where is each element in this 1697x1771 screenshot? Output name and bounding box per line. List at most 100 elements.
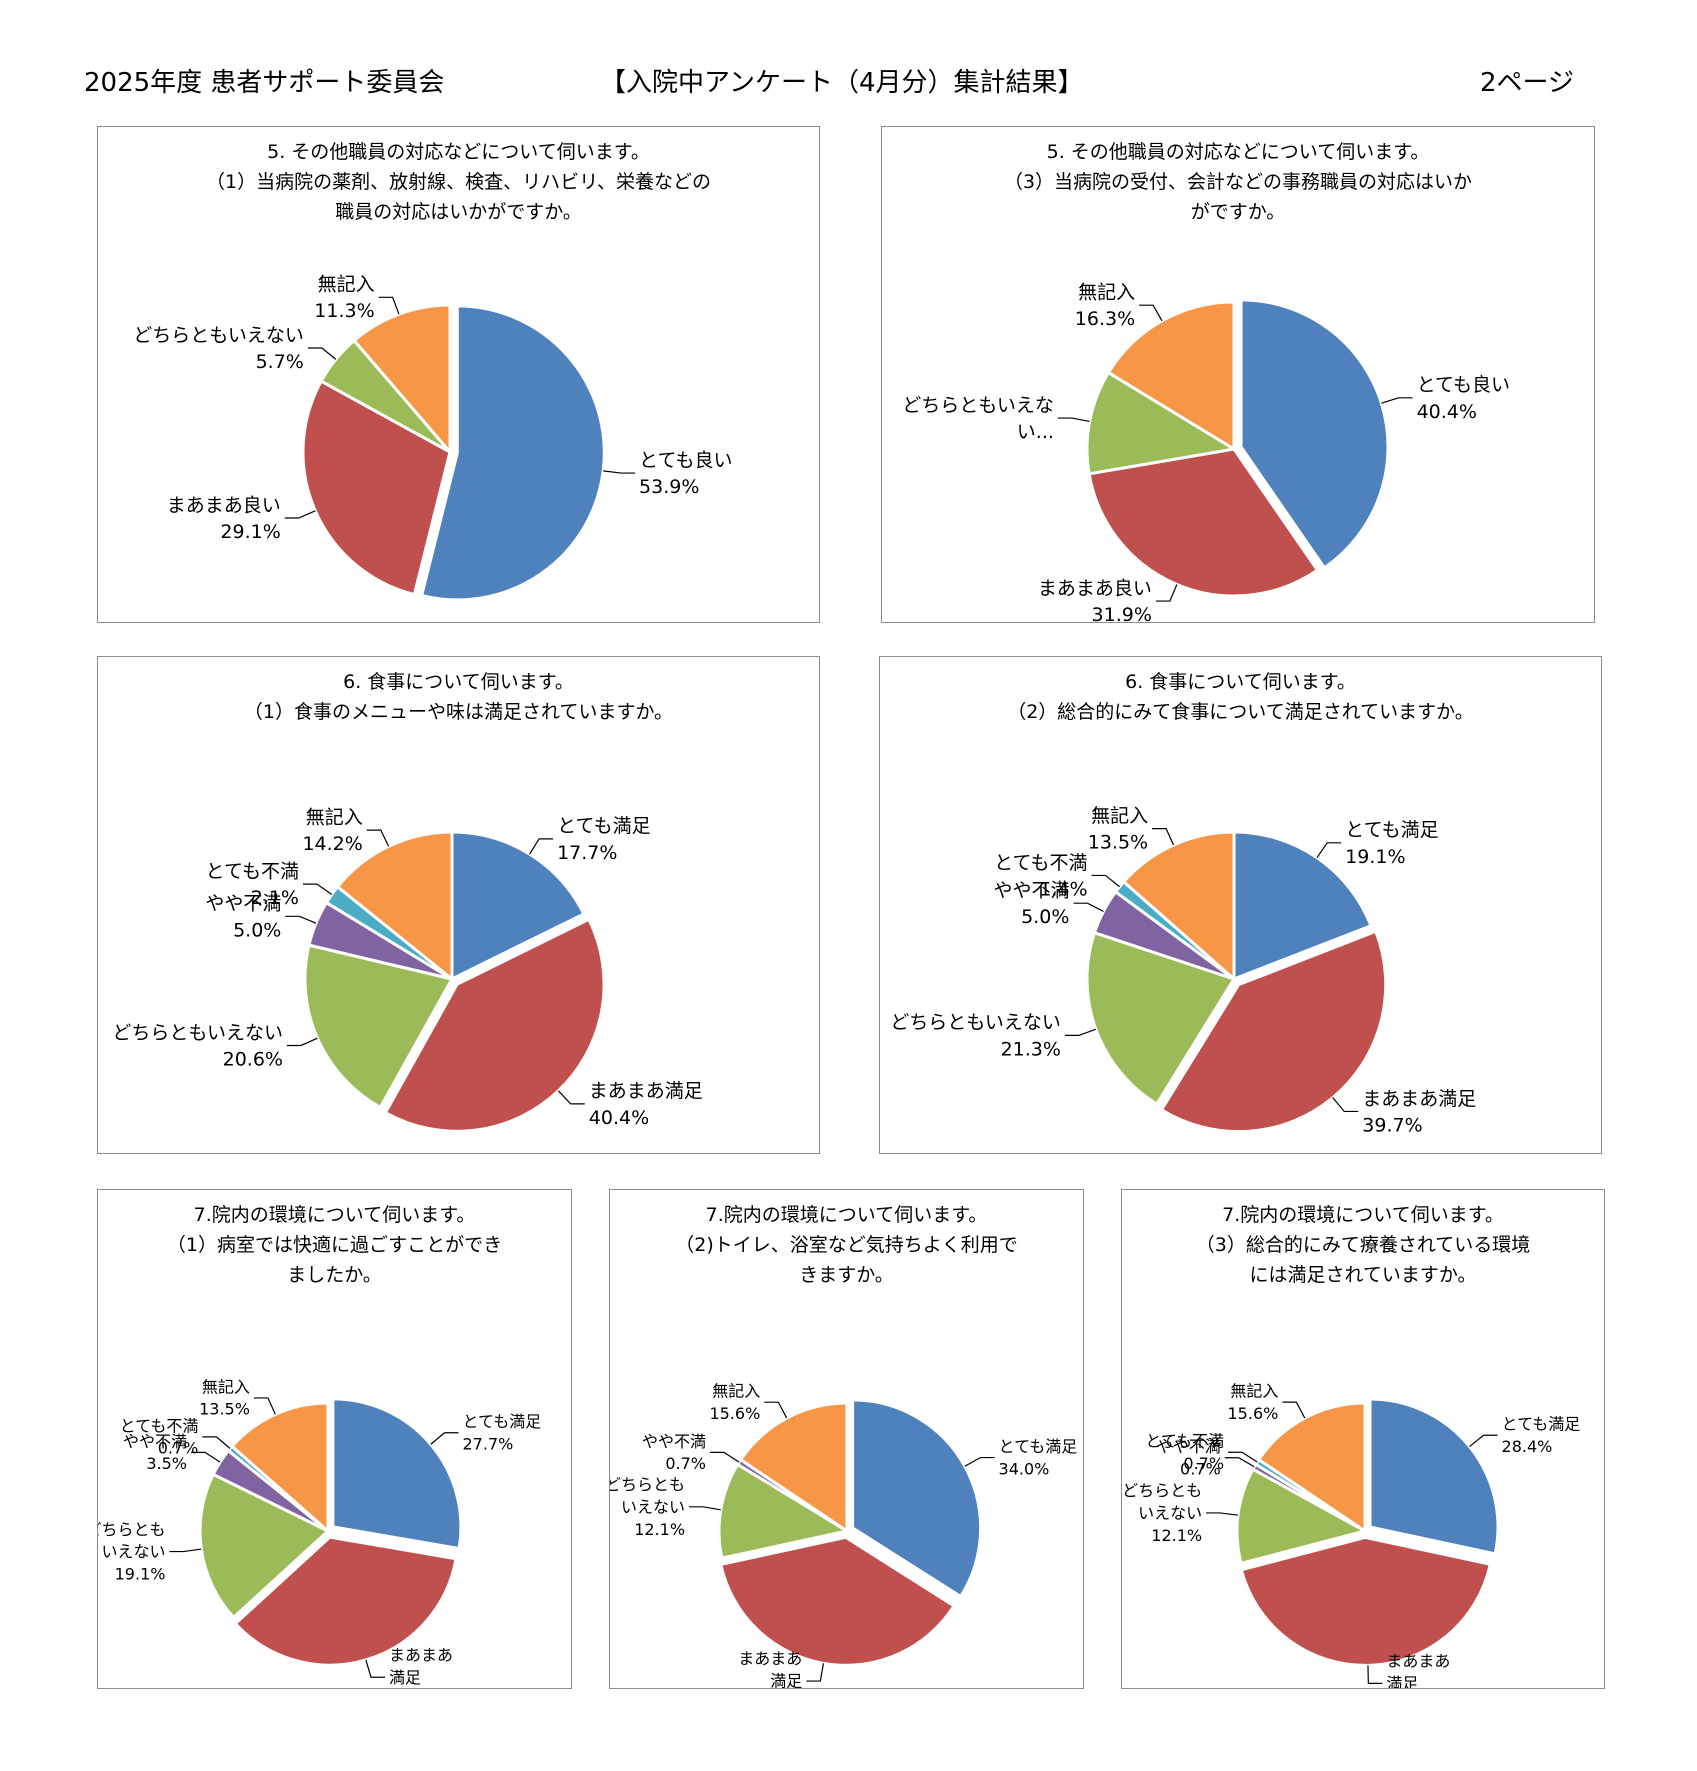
pie-slice (331, 1397, 463, 1551)
leader-line (603, 470, 636, 474)
pie-slice (383, 917, 606, 1133)
leader-line (378, 296, 400, 315)
slice-data-label: とても不満 2.1% (206, 860, 299, 909)
leader-line (365, 1659, 385, 1678)
leader-line (557, 1090, 585, 1105)
slice-data-label: 無記入 11.3% (314, 274, 374, 323)
pie-slice (719, 1535, 957, 1667)
slice-data-label: どちらともいえない 5.7% (133, 324, 304, 373)
leader-line (1091, 874, 1120, 888)
slice-data-label: まあまあ満足35.5% (389, 1645, 453, 1689)
chart-title: 5. その他職員の対応などについて伺います。 （1）当病院の薬剤、放射線、検査、… (206, 141, 711, 223)
leader-line (964, 1456, 995, 1467)
leader-line (1064, 1028, 1097, 1036)
leader-line (430, 1432, 459, 1445)
chart-panel-meal-menu: 6. 食事について伺います。 （1）食事のメニューや味は満足されていますか。 と… (97, 656, 820, 1154)
leader-line (689, 1506, 721, 1511)
pie-slice (335, 830, 454, 983)
chart-panel-room-comfort: 7.院内の環境について伺います。 （1）病室では快適に過ごすことができ ましたか… (97, 1189, 572, 1689)
slice-data-label: どちらともいえない 12.1% (610, 1475, 685, 1539)
chart-panel-staff-medical: 5. その他職員の対応などについて伺います。 （1）当病院の薬剤、放射線、検査、… (97, 126, 820, 623)
slice-data-label: どちらともいえない... (902, 394, 1054, 443)
chart-title: 6. 食事について伺います。 （1）食事のメニューや味は満足されていますか。 (243, 671, 674, 723)
slice-data-label: とても満足 27.7% (463, 1412, 542, 1453)
slice-data-label: 無記入 16.3% (1075, 282, 1135, 331)
chart-title: 7.院内の環境について伺います。 （2)トイレ、浴室など気持ちよく利用で きます… (675, 1204, 1018, 1286)
pie-slice (303, 943, 455, 1110)
slice-data-label: とても満足 17.7% (557, 815, 650, 864)
slice-data-label: とても満足 28.4% (1502, 1415, 1581, 1456)
chart-title: 7.院内の環境について伺います。 （3）総合的にみて療養されている環境 には満足… (1195, 1204, 1531, 1286)
pie-slice (717, 1462, 851, 1560)
chart-title: 6. 食事について伺います。 （2）総合的にみて食事について満足されていますか。 (1007, 671, 1474, 723)
slice-data-label: まあまあ満足 39.7% (1362, 1088, 1476, 1137)
slice-data-label: どちらともいえない 20.6% (112, 1022, 283, 1071)
pie-slice (1239, 1535, 1493, 1667)
slice-data-label: 無記入 15.6% (1228, 1382, 1279, 1423)
leader-line (1282, 1401, 1306, 1419)
leader-line (190, 1451, 221, 1463)
slice-data-label: やや不満 3.5% (123, 1432, 187, 1473)
pie-slice (419, 304, 606, 602)
pie-slice (1159, 929, 1388, 1134)
leader-line (253, 1397, 276, 1415)
slice-data-label: とても良い 40.4% (1417, 374, 1510, 423)
leader-line (303, 883, 333, 895)
leader-line (1316, 842, 1342, 859)
leader-line (307, 347, 337, 360)
leader-line (1206, 1512, 1239, 1516)
leader-line (286, 1037, 318, 1047)
leader-line (1332, 1097, 1359, 1113)
slice-data-label: とても不満 1.4% (994, 852, 1087, 901)
leader-line (285, 915, 317, 924)
slice-data-label: やや不満 5.0% (993, 880, 1069, 929)
pie-slice (1232, 830, 1373, 982)
pie-chart: とても満足 19.1% まあまあ満足 39.7% どちらともいえない 21.3% やや不満 5… (890, 805, 1476, 1137)
leader-line (1367, 1665, 1383, 1684)
leader-line (1057, 417, 1090, 423)
pie-slice (1106, 300, 1236, 452)
pie-slice (851, 1398, 983, 1599)
leader-line (529, 838, 554, 855)
pie-slice (1368, 1397, 1500, 1556)
pie-slice (1239, 298, 1390, 570)
leader-line (284, 510, 316, 519)
slice-data-label: どちらともいえない 21.3% (890, 1012, 1061, 1061)
pie-slice (229, 1401, 330, 1535)
slice-data-label: どちらともいえない 12.1% (1122, 1481, 1202, 1545)
slice-data-label: とても満足 19.1% (1345, 819, 1438, 868)
chart-panel-staff-office: 5. その他職員の対応などについて伺います。 （3）当病院の受付、会計などの事務… (881, 126, 1595, 623)
leader-line (202, 1436, 231, 1449)
leader-line (1073, 902, 1104, 912)
slice-data-label: やや不満 0.7% (642, 1432, 706, 1473)
pie-chart: とても良い 40.4% まあまあ良い 31.9% どちらともいえない... 無記入 16.3… (902, 282, 1510, 623)
pie-slice (1235, 1467, 1370, 1566)
pie-slice (738, 1401, 849, 1534)
leader-line (1228, 1451, 1258, 1463)
pie-slice (352, 303, 452, 457)
leader-line (1224, 1457, 1255, 1468)
slice-data-label: とても不満 0.7% (120, 1416, 199, 1457)
slice-data-label: 無記入 15.6% (709, 1382, 760, 1423)
slice-data-label: やや不満 0.7% (1157, 1437, 1221, 1478)
pie-slice (1085, 370, 1239, 476)
chart-title: 5. その他職員の対応などについて伺います。 （3）当病院の受付、会計などの事務… (1003, 141, 1473, 223)
leader-line (1469, 1434, 1498, 1448)
pie-slice (1085, 930, 1237, 1107)
slice-data-label: まあまあ満足37.6% (738, 1649, 802, 1689)
pie-slice (233, 1535, 458, 1667)
slice-data-label: まあまあ良い 31.9% (1038, 577, 1152, 623)
slice-data-label: まあまあ満足 40.4% (589, 1080, 703, 1129)
chart-panel-environment-overall: 7.院内の環境について伺います。 （3）総合的にみて療養されている環境 には満足… (1121, 1189, 1605, 1689)
leader-line (366, 829, 390, 847)
pie-chart: とても満足 17.7% まあまあ満足 40.4% どちらともいえない 20.6% やや不満 5… (112, 806, 703, 1133)
pie-slice (301, 379, 452, 597)
slice-data-label: どちらともいえない19.1% (98, 1520, 165, 1584)
report-header-left: 2025年度 患者サポート委員会 (84, 68, 445, 98)
pie-chart: とても良い 53.9% まあまあ良い 29.1% どちらともいえない 5.7%無記入 11.… (133, 274, 733, 602)
leader-line (169, 1548, 202, 1553)
leader-line (1139, 304, 1163, 322)
page-number: 2ページ (1480, 68, 1575, 98)
